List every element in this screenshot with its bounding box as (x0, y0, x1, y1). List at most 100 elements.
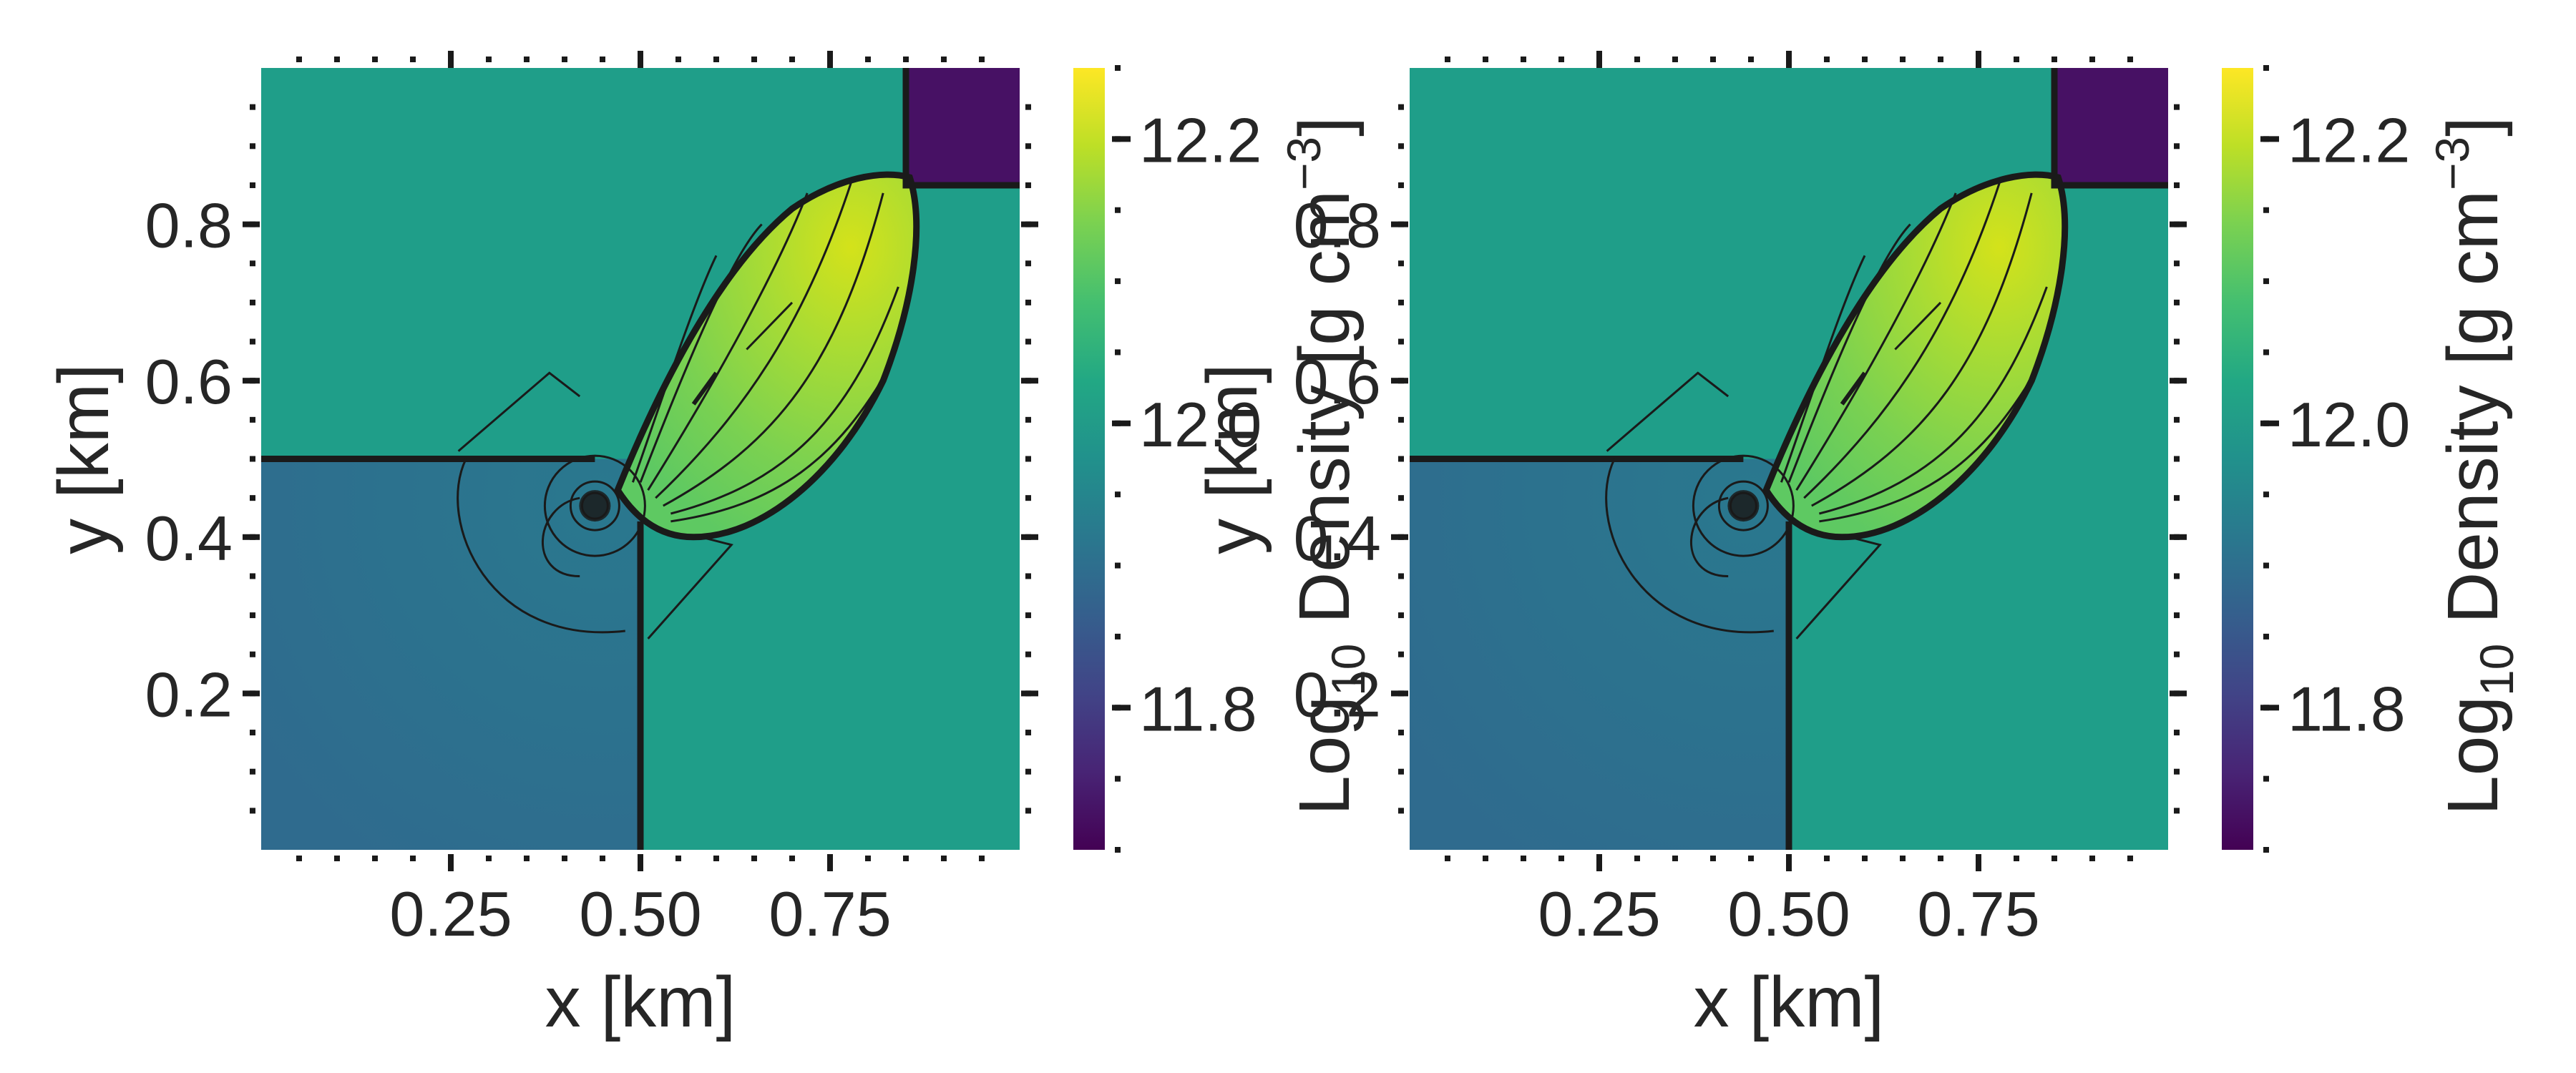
tick-dot (1398, 612, 1404, 619)
tick-dot (2089, 57, 2095, 62)
lower-left-region (261, 459, 640, 850)
upper-right-region (906, 68, 1020, 185)
tick-dot (524, 57, 530, 62)
contour-lines (261, 68, 1020, 850)
lower-left-region (1410, 459, 1789, 850)
tick-dot (524, 856, 530, 861)
tick-dot (903, 856, 909, 861)
tick-dot (250, 338, 255, 345)
tick-dot (1634, 57, 1640, 62)
colorbar-label-main: Density [g cm (1284, 190, 1365, 644)
tick-dot (1824, 57, 1830, 62)
colorbar-label: Log10 Density [g cm−3] (2426, 117, 2523, 815)
tick-dot (1398, 104, 1404, 110)
contour-boundary-corner (2051, 68, 2168, 189)
colorbar-tick-dot (1115, 633, 1121, 640)
tick-dot (1025, 143, 1031, 150)
x-tick-label: 0.75 (1917, 878, 2039, 949)
tick-dot (1025, 495, 1031, 501)
colorbar-major-tick (2260, 136, 2279, 142)
colorbar-tick-dot (1115, 207, 1121, 213)
x-major-tick (1596, 854, 1602, 871)
colorbar-tick-dot (2263, 775, 2269, 782)
y-major-tick-right (1021, 690, 1038, 697)
panel-2: 0.25 0.50 0.75 0.2 0.4 0.6 0.8 x [km] y [km] 11.8… (1192, 51, 2523, 1042)
y-major-tick (243, 221, 260, 227)
contour-inner-3 (655, 177, 854, 499)
tick-dot (372, 856, 378, 861)
tick-dot (1025, 260, 1031, 267)
y-major-tick-right (1021, 378, 1038, 384)
tick-dot (903, 57, 909, 62)
colorbar-label-log: Log (2433, 696, 2513, 815)
colorbar-tick-dot (1115, 349, 1121, 356)
tick-dot (2051, 57, 2057, 62)
tick-dot (941, 856, 947, 861)
contour-inner-3 (1803, 177, 2003, 499)
density-map (1410, 68, 2168, 850)
tick-dot (675, 856, 681, 861)
tick-dot (1672, 856, 1678, 861)
x-major-tick-top (448, 51, 454, 68)
y-major-tick (1391, 378, 1408, 384)
tick-dot (1025, 730, 1031, 736)
tick-dot (1900, 57, 1906, 62)
upper-right-region (2054, 68, 2168, 185)
x-major-tick-top (638, 51, 643, 68)
colorbar-label-sub: 10 (1322, 644, 1375, 696)
colorbar-major-tick (1112, 136, 1131, 142)
tick-dot (1398, 730, 1404, 736)
tick-dot (1634, 856, 1640, 861)
tick-dot (865, 57, 871, 62)
tick-dot (789, 856, 795, 861)
tick-dot (1025, 768, 1031, 775)
tick-dot (2174, 182, 2180, 188)
contour-vortex-arc (1690, 496, 1729, 577)
colorbar-major-tick (2260, 705, 2279, 711)
x-major-tick (1786, 854, 1792, 871)
minor-tick-marks (250, 57, 1031, 861)
colorbar-tick-dot (1115, 847, 1121, 853)
tick-dot (600, 856, 605, 861)
y-major-tick (243, 378, 260, 384)
x-major-tick-top (827, 51, 833, 68)
colorbar-tick-dot (2263, 207, 2269, 213)
tick-dot (250, 260, 255, 267)
contour-blob-2 (1894, 301, 1942, 351)
x-major-tick (448, 854, 454, 871)
y-major-tick-right (1021, 534, 1038, 540)
contour-shock-bottom (647, 536, 733, 640)
contour-blob-1 (1840, 371, 1867, 406)
contour-inner-4 (663, 192, 884, 507)
colorbar-tick-dot (1115, 775, 1121, 782)
colorbar-major-tick (1112, 420, 1131, 426)
tick-dot (2174, 612, 2180, 619)
contour-inner-6 (1819, 364, 2041, 523)
tick-dot (675, 57, 681, 62)
y-tick-label: 0.6 (145, 346, 233, 417)
tick-dot (2174, 495, 2180, 501)
tick-dot (1398, 299, 1404, 305)
tick-dot (250, 808, 255, 814)
tick-dot (600, 57, 605, 62)
tick-dot (250, 612, 255, 619)
tick-dot (751, 57, 757, 62)
y-major-tick-right (2170, 534, 2187, 540)
tick-dot (1938, 57, 1943, 62)
tick-dot (2051, 856, 2057, 861)
tick-dot (486, 57, 492, 62)
tick-dot (1445, 57, 1450, 62)
tick-dot (296, 57, 302, 62)
x-tick-label: 0.50 (1727, 878, 1850, 949)
y-tick-label: 0.4 (1294, 503, 1381, 574)
x-tick-label: 0.50 (579, 878, 701, 949)
contour-inner-2 (1795, 192, 1957, 491)
tick-dot (979, 57, 985, 62)
y-major-tick-right (2170, 378, 2187, 384)
tick-dot (1748, 57, 1754, 62)
tick-dot (1521, 856, 1526, 861)
tick-dot (979, 856, 985, 861)
contour-vortex-outer-arc (457, 458, 625, 634)
y-tick-label: 0.8 (1294, 190, 1381, 261)
